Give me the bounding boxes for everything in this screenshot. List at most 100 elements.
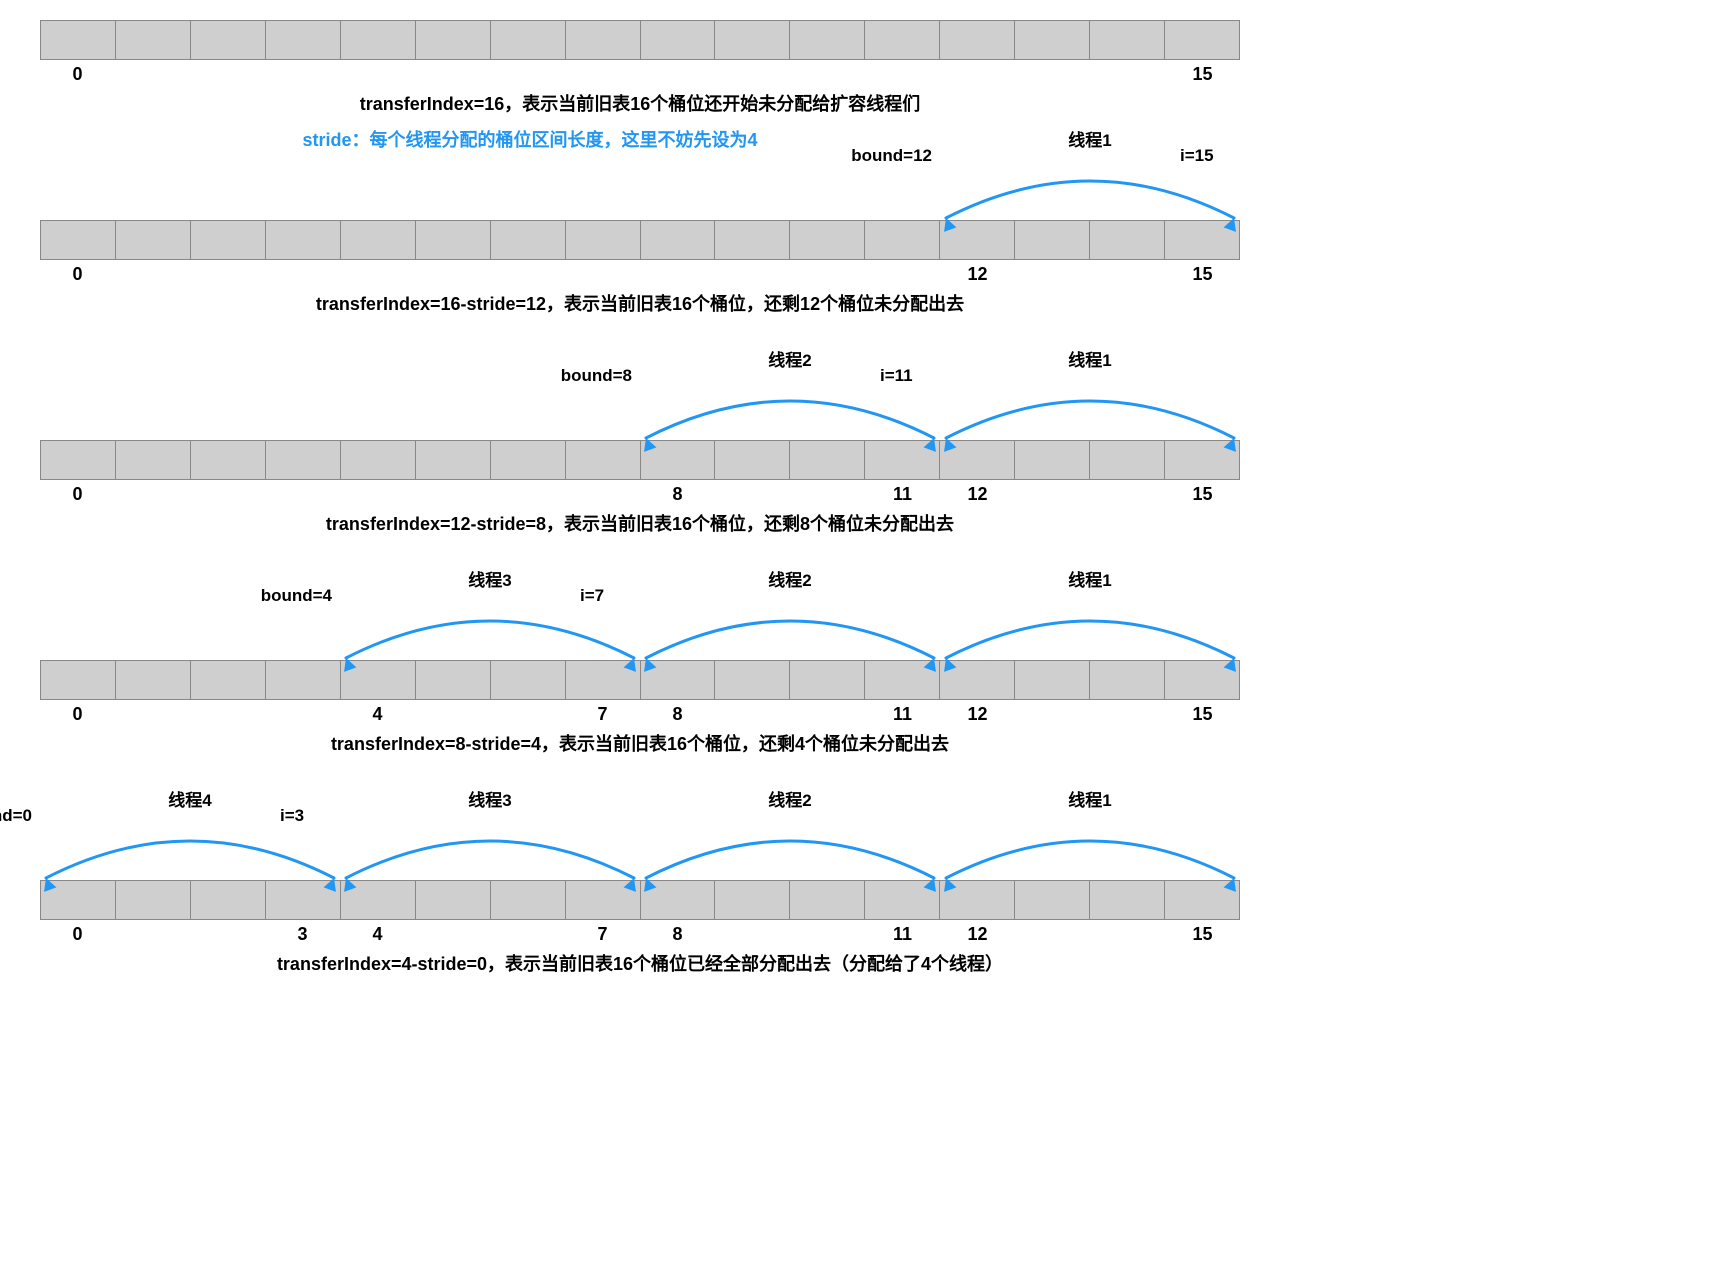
bucket-cell	[191, 221, 266, 259]
bucket-cell	[41, 661, 116, 699]
bucket-cell	[266, 661, 341, 699]
bucket-cell	[116, 661, 191, 699]
diagram-row: stride：每个线程分配的桶位区间长度，这里不妨先设为4线程1bound=12…	[20, 126, 1270, 316]
bucket-cell	[1090, 881, 1165, 919]
index-label: 15	[1192, 264, 1212, 285]
bucket-cell	[191, 441, 266, 479]
bucket-cell	[641, 221, 716, 259]
arc-zone: bound=0i=3	[40, 810, 1240, 880]
bucket-cell	[790, 221, 865, 259]
bucket-cell	[715, 441, 790, 479]
index-label: 12	[967, 264, 987, 285]
bucket-cell	[491, 221, 566, 259]
transfer-index-diagram: 015transferIndex=16，表示当前旧表16个桶位还开始未分配给扩容…	[20, 20, 1270, 976]
thread-label-row: 线程2线程1	[40, 346, 1240, 370]
bound-label: bound=8	[561, 366, 632, 386]
thread-label: 线程3	[468, 786, 511, 811]
bucket-cell	[191, 21, 266, 59]
bucket-cell	[1090, 441, 1165, 479]
bucket-cell	[116, 221, 191, 259]
i-label: i=3	[280, 806, 304, 826]
index-label: 4	[372, 924, 382, 945]
index-label: 8	[672, 924, 682, 945]
bucket-cell	[416, 661, 491, 699]
thread-label: 线程3	[468, 566, 511, 591]
thread-label: 线程1	[1068, 566, 1111, 591]
bucket-cell	[116, 21, 191, 59]
bucket-cell	[491, 881, 566, 919]
bucket-cell	[491, 661, 566, 699]
thread-label: 线程1	[1068, 346, 1111, 371]
thread-label: 线程1	[1068, 126, 1111, 151]
index-labels: 015	[40, 60, 1240, 86]
diagram-row: 线程3线程2线程1bound=4i=70478111215transferInd…	[20, 566, 1270, 756]
thread-label: 线程2	[768, 566, 811, 591]
bucket-cell	[1090, 221, 1165, 259]
bucket-cell	[790, 661, 865, 699]
bucket-cell	[266, 21, 341, 59]
index-labels: 0478111215	[40, 700, 1240, 726]
index-label: 8	[672, 704, 682, 725]
bucket-cell	[491, 21, 566, 59]
index-label: 4	[372, 704, 382, 725]
bucket-cell	[266, 441, 341, 479]
bound-label: bound=12	[851, 146, 932, 166]
bucket-cell	[940, 21, 1015, 59]
bucket-cell	[116, 881, 191, 919]
diagram-row: 015 transferIndex=16，表示当前旧表16个桶位还开始未分配给扩容…	[20, 20, 1270, 116]
index-label: 15	[1192, 64, 1212, 85]
thread-label: 线程4	[168, 786, 211, 811]
index-labels: 0 12 15	[40, 260, 1240, 286]
arc-zone: bound=4i=7	[40, 590, 1240, 660]
bucket-cell	[191, 661, 266, 699]
thread-label-row: 线程4线程3线程2线程1	[40, 786, 1240, 810]
bucket-cell	[566, 21, 641, 59]
bucket-cell	[1165, 21, 1239, 59]
bucket-cell	[341, 21, 416, 59]
bucket-cell	[416, 221, 491, 259]
arc-zone: bound=12i=15	[40, 150, 1240, 220]
bucket-row	[40, 880, 1240, 920]
bucket-cell	[1015, 441, 1090, 479]
index-label: 15	[1192, 924, 1212, 945]
row-caption: transferIndex=8-stride=4，表示当前旧表16个桶位，还剩4…	[20, 730, 1260, 756]
bucket-cell	[191, 881, 266, 919]
diagram-row: 线程2线程1bound=8i=1108111215transferIndex=1…	[20, 346, 1270, 536]
index-label: 11	[893, 484, 912, 505]
bucket-cell	[341, 221, 416, 259]
bucket-cell	[341, 441, 416, 479]
bucket-cell	[116, 441, 191, 479]
row-caption: transferIndex=12-stride=8，表示当前旧表16个桶位，还剩…	[20, 510, 1260, 536]
bucket-cell	[641, 21, 716, 59]
bucket-cell	[715, 881, 790, 919]
index-label: 0	[72, 264, 82, 285]
thread-label: 线程1	[1068, 786, 1111, 811]
arc-zone: bound=8i=11	[40, 370, 1240, 440]
bucket-cell	[41, 221, 116, 259]
bucket-cell	[715, 661, 790, 699]
i-label: i=11	[880, 366, 913, 386]
bound-label: bound=4	[261, 586, 332, 606]
index-label: 15	[1192, 704, 1212, 725]
bucket-cell	[715, 21, 790, 59]
bucket-cell	[491, 441, 566, 479]
index-label: 11	[893, 924, 912, 945]
bucket-cell	[1015, 21, 1090, 59]
bucket-cell	[865, 21, 940, 59]
index-label: 15	[1192, 484, 1212, 505]
index-label: 7	[597, 704, 607, 725]
bucket-cell	[1015, 661, 1090, 699]
bucket-cell	[1015, 881, 1090, 919]
bucket-cell	[416, 21, 491, 59]
index-label: 12	[967, 704, 987, 725]
bucket-cell	[1090, 21, 1165, 59]
row-caption: transferIndex=16-stride=12，表示当前旧表16个桶位，还…	[20, 290, 1260, 316]
i-label: i=15	[1180, 146, 1214, 166]
i-label: i=7	[580, 586, 604, 606]
row-caption: transferIndex=16，表示当前旧表16个桶位还开始未分配给扩容线程们	[20, 90, 1260, 116]
index-label: 3	[297, 924, 307, 945]
bucket-cell	[41, 21, 116, 59]
thread-label-row: 线程1	[40, 126, 1240, 150]
bucket-cell	[416, 881, 491, 919]
bucket-row	[40, 220, 1240, 260]
